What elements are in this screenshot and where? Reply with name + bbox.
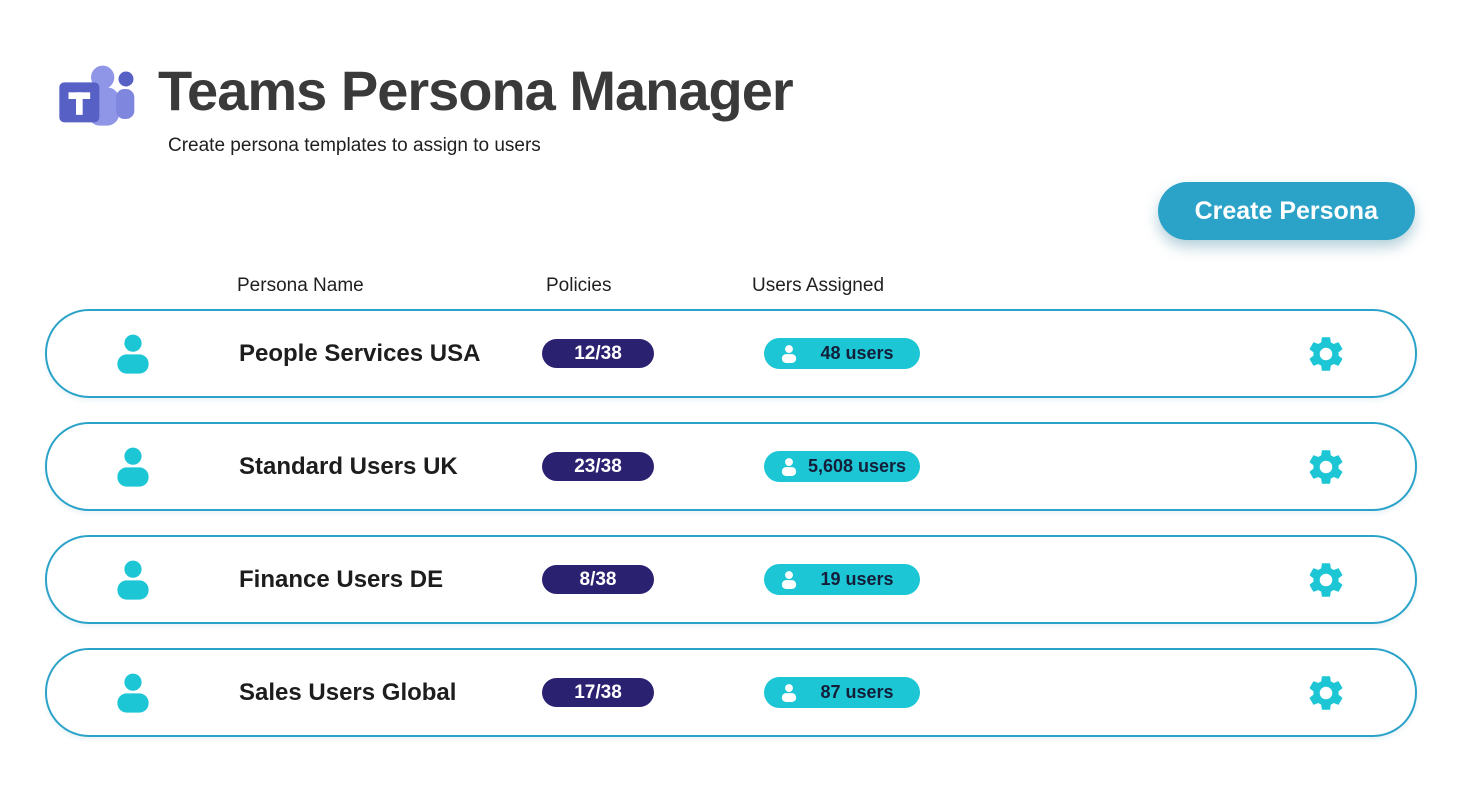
column-header-policies: Policies — [546, 275, 612, 296]
gear-icon[interactable] — [1305, 446, 1347, 488]
persona-name: People Services USA — [239, 339, 481, 367]
teams-logo-icon — [59, 65, 135, 126]
persona-avatar — [47, 443, 237, 491]
person-icon — [781, 570, 797, 589]
table-header-row: Persona Name Policies Users Assigned — [45, 274, 1417, 298]
table-row[interactable]: Finance Users DE 8/38 19 users — [45, 535, 1417, 624]
policies-badge: 23/38 — [542, 452, 654, 481]
person-icon — [781, 457, 797, 476]
column-header-persona-name: Persona Name — [237, 275, 364, 296]
persona-avatar — [47, 669, 237, 717]
person-icon — [117, 673, 149, 713]
policies-badge: 8/38 — [542, 565, 654, 594]
persona-name: Finance Users DE — [239, 565, 444, 593]
gear-icon[interactable] — [1305, 559, 1347, 601]
table-row[interactable]: Standard Users UK 23/38 5,608 users — [45, 422, 1417, 511]
persona-name: Sales Users Global — [239, 678, 457, 706]
users-assigned-badge: 48 users — [764, 338, 920, 369]
column-header-users-assigned: Users Assigned — [752, 275, 885, 296]
persona-name: Standard Users UK — [239, 452, 458, 480]
create-persona-button[interactable]: Create Persona — [1157, 182, 1415, 240]
users-count-label: 87 users — [820, 682, 894, 702]
gear-icon[interactable] — [1305, 672, 1347, 714]
users-count-label: 5,608 users — [807, 456, 907, 476]
policies-badge: 17/38 — [542, 678, 654, 707]
page-title: Teams Persona Manager — [158, 59, 794, 122]
person-icon — [117, 334, 149, 374]
persona-table: Persona Name Policies Users Assigned Peo… — [45, 274, 1417, 761]
users-assigned-badge: 5,608 users — [764, 451, 920, 482]
person-icon — [781, 344, 797, 363]
table-row[interactable]: People Services USA 12/38 48 users — [45, 309, 1417, 398]
page-subtitle: Create persona templates to assign to us… — [168, 135, 541, 156]
table-row[interactable]: Sales Users Global 17/38 87 users — [45, 648, 1417, 737]
users-count-label: 48 users — [820, 343, 894, 363]
persona-avatar — [47, 330, 237, 378]
gear-icon[interactable] — [1305, 333, 1347, 375]
person-icon — [117, 560, 149, 600]
users-assigned-badge: 87 users — [764, 677, 920, 708]
person-icon — [117, 447, 149, 487]
person-icon — [781, 683, 797, 702]
users-assigned-badge: 19 users — [764, 564, 920, 595]
persona-avatar — [47, 556, 237, 604]
users-count-label: 19 users — [820, 569, 894, 589]
policies-badge: 12/38 — [542, 339, 654, 368]
